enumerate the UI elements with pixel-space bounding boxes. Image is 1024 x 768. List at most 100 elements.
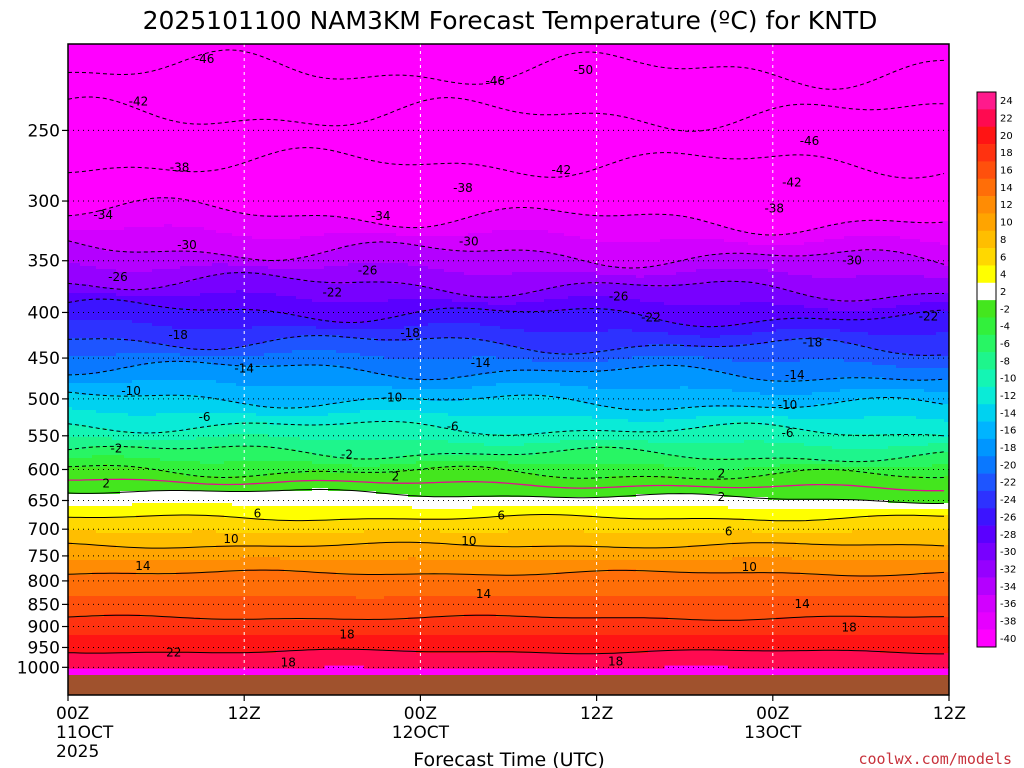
- heat-cell: [324, 302, 329, 321]
- heat-cell: [508, 560, 513, 576]
- heat-cell: [116, 353, 121, 369]
- heat-cell: [76, 293, 81, 303]
- heat-cell: [264, 635, 269, 654]
- heat-cell: [612, 446, 617, 465]
- heat-cell: [140, 395, 145, 417]
- heat-cell: [164, 491, 169, 504]
- heat-cell: [576, 272, 581, 285]
- heat-cell: [428, 497, 433, 510]
- heat-cell: [604, 497, 609, 507]
- heat-cell: [592, 404, 597, 420]
- heat-cell: [224, 518, 229, 534]
- heat-cell: [264, 545, 269, 558]
- heat-cell: [520, 560, 525, 576]
- heat-cell: [532, 311, 537, 333]
- heat-cell: [396, 329, 401, 342]
- heat-cell: [132, 503, 137, 519]
- heat-cell: [576, 284, 581, 297]
- heat-cell: [120, 548, 125, 561]
- heat-cell: [296, 572, 301, 597]
- heat-cell: [656, 650, 661, 669]
- heat-cell: [256, 266, 261, 273]
- heat-cell: [572, 401, 577, 417]
- heat-cell: [544, 362, 549, 372]
- heat-cell: [444, 635, 449, 654]
- heat-cell: [708, 620, 713, 636]
- heat-cell: [388, 518, 393, 531]
- heat-cell: [116, 338, 121, 354]
- heat-cell: [492, 326, 497, 342]
- heat-cell: [508, 530, 513, 549]
- heat-cell: [344, 560, 349, 576]
- heat-cell: [472, 461, 477, 468]
- heat-cell: [468, 275, 473, 297]
- heat-cell: [660, 332, 665, 345]
- heat-cell: [492, 275, 497, 297]
- heat-cell: [464, 308, 469, 324]
- heat-cell: [220, 401, 225, 414]
- heat-cell: [512, 359, 517, 372]
- heat-cell: [532, 515, 537, 531]
- heat-cell: [420, 287, 425, 300]
- heat-cell: [188, 572, 193, 597]
- heat-cell: [704, 458, 709, 471]
- heat-cell: [440, 509, 445, 519]
- heat-cell: [232, 425, 237, 435]
- heat-cell: [656, 443, 661, 453]
- heat-cell: [372, 599, 377, 621]
- heat-cell: [260, 518, 265, 534]
- heat-cell: [292, 425, 297, 438]
- heat-cell: [224, 425, 229, 438]
- heat-cell: [268, 407, 273, 417]
- heat-cell: [420, 653, 425, 669]
- heat-cell: [444, 413, 449, 429]
- heat-cell: [656, 431, 661, 444]
- heat-cell: [412, 44, 417, 228]
- heat-cell: [696, 470, 701, 480]
- heat-cell: [264, 386, 269, 408]
- heat-cell: [364, 422, 369, 441]
- heat-cell: [504, 209, 509, 231]
- heat-cell: [696, 284, 701, 306]
- heat-cell: [300, 236, 305, 258]
- heat-cell: [92, 287, 97, 294]
- heat-cell: [488, 398, 493, 417]
- heat-cell: [588, 239, 593, 264]
- heat-cell: [320, 464, 325, 471]
- heat-cell: [532, 332, 537, 351]
- heat-cell: [116, 296, 121, 300]
- heat-cell: [500, 506, 505, 516]
- heat-cell: [488, 356, 493, 375]
- heat-cell: [172, 635, 177, 654]
- heat-cell: [536, 416, 541, 435]
- heat-cell: [280, 650, 285, 669]
- heat-cell: [472, 233, 477, 252]
- heat-cell: [320, 506, 325, 522]
- heat-cell: [124, 290, 129, 297]
- heat-cell: [400, 398, 405, 411]
- heat-cell: [500, 515, 505, 534]
- heat-cell: [484, 596, 489, 615]
- heat-cell: [452, 497, 457, 510]
- heat-cell: [708, 506, 713, 519]
- heat-cell: [156, 440, 161, 450]
- heat-cell: [560, 452, 565, 465]
- heat-cell: [364, 263, 369, 282]
- heat-cell: [216, 275, 221, 294]
- heat-cell: [588, 284, 593, 297]
- heat-cell: [512, 209, 517, 231]
- heat-cell: [684, 650, 689, 666]
- heat-cell: [272, 407, 277, 417]
- heat-cell: [528, 635, 533, 654]
- heat-cell: [316, 407, 321, 417]
- heat-cell: [292, 350, 297, 366]
- heat-cell: [584, 497, 589, 507]
- heat-cell: [668, 596, 673, 621]
- heat-cell: [520, 515, 525, 531]
- heat-cell: [272, 260, 277, 270]
- heat-cell: [340, 266, 345, 285]
- heat-cell: [316, 470, 321, 489]
- heat-cell: [616, 242, 621, 267]
- heat-cell: [468, 575, 473, 597]
- heat-cell: [288, 215, 293, 240]
